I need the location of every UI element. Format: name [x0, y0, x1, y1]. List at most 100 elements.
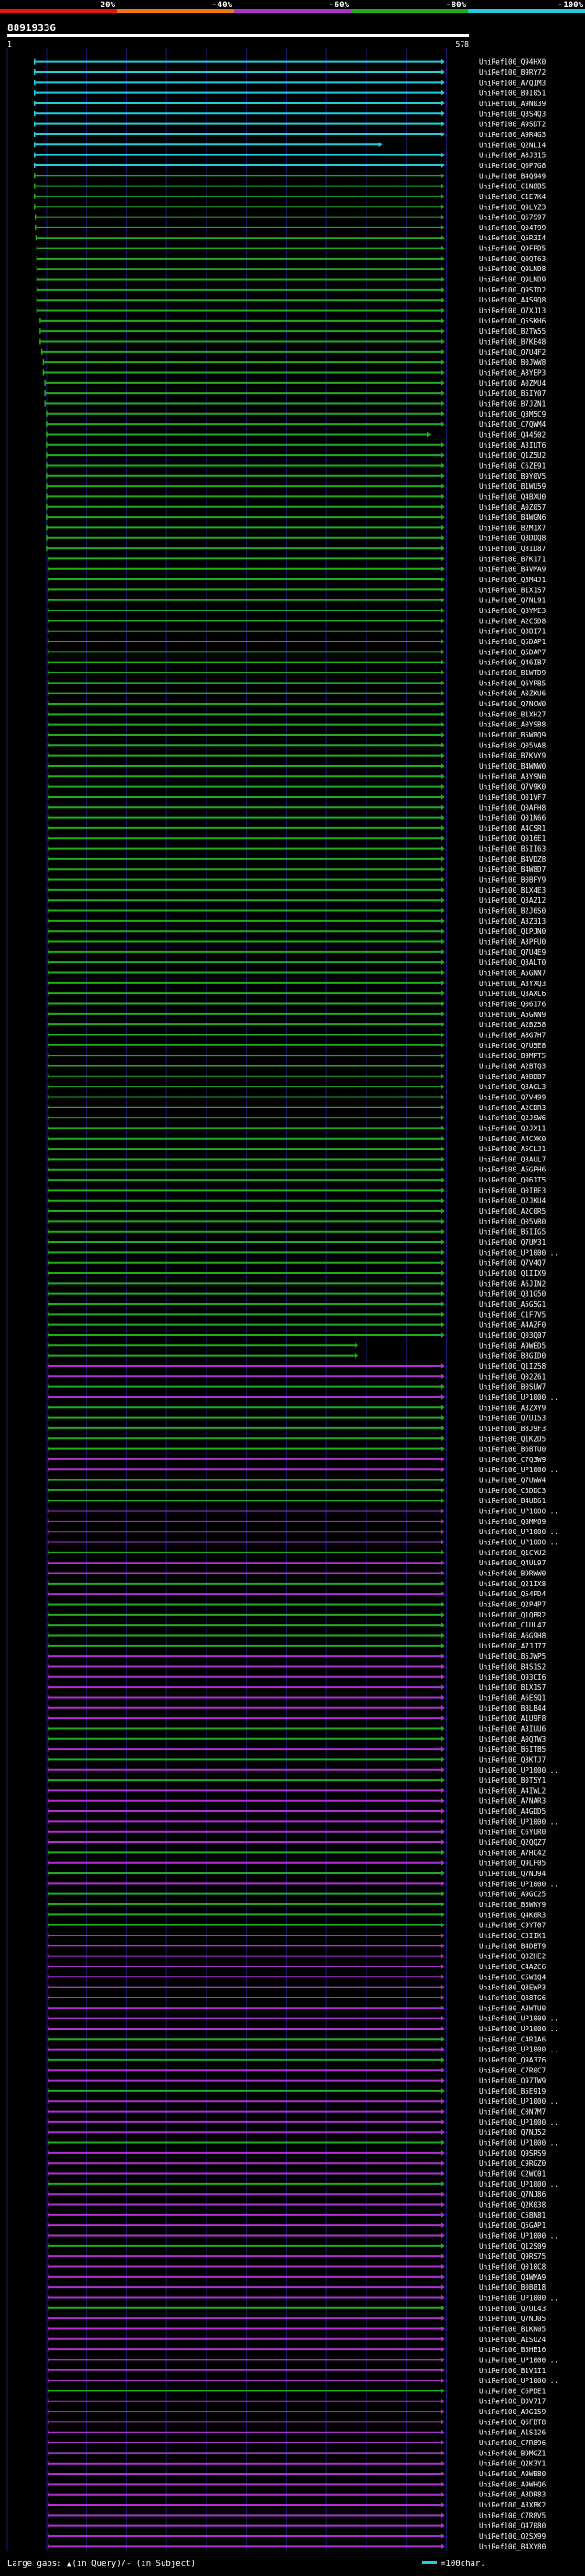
hit-label[interactable]: UniRef100_UP1000...	[479, 2097, 558, 2105]
hit-label[interactable]: UniRef100_C1UL47	[479, 1621, 546, 1629]
hit-label[interactable]: UniRef100_C4R1A6	[479, 2035, 547, 2043]
hit-label[interactable]: UniRef100_B0BFY9	[479, 876, 547, 885]
hit-label[interactable]: UniRef100_A2C0R5	[479, 1207, 546, 1215]
hit-label[interactable]: UniRef100_Q2JX11	[479, 1124, 547, 1132]
hit-label[interactable]: UniRef100_Q8ID87	[479, 545, 546, 553]
hit-label[interactable]: UniRef100_Q2SX99	[479, 2532, 547, 2540]
hit-label[interactable]: UniRef100_A5GPH6	[479, 1166, 547, 1174]
hit-label[interactable]: UniRef100_Q1KZD5	[479, 1435, 546, 1443]
hit-label[interactable]: UniRef100_Q5R3I4	[479, 234, 547, 242]
hit-label[interactable]: UniRef100_C6PDE1	[479, 2387, 547, 2395]
hit-label[interactable]: UniRef100_B7KVY9	[479, 752, 547, 760]
hit-label[interactable]: UniRef100_C9YT07	[479, 1922, 546, 1930]
hit-label[interactable]: UniRef100_B2TW55	[479, 327, 546, 335]
hit-label[interactable]: UniRef100_A3YXQ3	[479, 980, 546, 988]
hit-label[interactable]: UniRef100_Q06176	[479, 1000, 547, 1008]
hit-label[interactable]: UniRef100_UP1000...	[479, 2232, 558, 2241]
hit-label[interactable]: UniRef100_A3Z313	[479, 917, 546, 926]
hit-label[interactable]: UniRef100_B5WNY9	[479, 1901, 547, 1909]
hit-label[interactable]: UniRef100_Q6FBT8	[479, 2418, 547, 2426]
hit-label[interactable]: UniRef100_Q7U4F2	[479, 348, 546, 356]
hit-label[interactable]: UniRef100_Q8DDQ8	[479, 535, 547, 543]
hit-label[interactable]: UniRef100_Q1CYU2	[479, 1549, 546, 1557]
hit-label[interactable]: UniRef100_C6ZE91	[479, 461, 547, 470]
hit-label[interactable]: UniRef100_C5W1Q4	[479, 1973, 547, 1981]
hit-label[interactable]: UniRef100_Q6YPB5	[479, 679, 546, 687]
hit-label[interactable]: UniRef100_B1X1S7	[479, 1683, 546, 1691]
hit-label[interactable]: UniRef100_A7QIM3	[479, 79, 546, 87]
hit-label[interactable]: UniRef100_C3IIK1	[479, 1932, 547, 1940]
hit-label[interactable]: UniRef100_A4CXK0	[479, 1135, 547, 1143]
hit-label[interactable]: UniRef100_A0ZMU4	[479, 379, 547, 387]
hit-label[interactable]: UniRef100_A8G7H7	[479, 1031, 546, 1039]
hit-label[interactable]: UniRef100_A1S126	[479, 2429, 547, 2437]
hit-label[interactable]: UniRef100_Q2K038	[479, 2201, 547, 2210]
hit-label[interactable]: UniRef100_A1U9F8	[479, 1714, 547, 1723]
hit-label[interactable]: UniRef100_Q016E1	[479, 834, 547, 843]
hit-label[interactable]: UniRef100_UP1000...	[479, 2139, 558, 2147]
hit-label[interactable]: UniRef100_C9RGZ0	[479, 2159, 547, 2168]
hit-label[interactable]: UniRef100_A2BZ58	[479, 1021, 547, 1029]
hit-label[interactable]: UniRef100_A3XBK2	[479, 2501, 546, 2509]
hit-label[interactable]: UniRef100_UP1000...	[479, 1528, 558, 1536]
hit-label[interactable]: UniRef100_A9R4G3	[479, 131, 546, 139]
hit-label[interactable]: UniRef100_A5GNN9	[479, 1011, 547, 1019]
hit-label[interactable]: UniRef100_Q1IIX9	[479, 1269, 547, 1277]
hit-label[interactable]: UniRef100_A8YEP3	[479, 368, 546, 376]
hit-label[interactable]: UniRef100_Q31G50	[479, 1290, 547, 1299]
hit-label[interactable]: UniRef100_Q21IX8	[479, 1580, 547, 1588]
hit-label[interactable]: UniRef100_Q7V499	[479, 1093, 547, 1101]
hit-label[interactable]: UniRef100_Q2QQZ7	[479, 1839, 546, 1847]
hit-label[interactable]: UniRef100_C7R8V5	[479, 2511, 546, 2519]
hit-label[interactable]: UniRef100_A0QTW3	[479, 1735, 546, 1744]
hit-label[interactable]: UniRef100_Q3AUL7	[479, 1155, 546, 1163]
hit-label[interactable]: UniRef100_B5E919	[479, 2087, 547, 2095]
hit-label[interactable]: UniRef100_Q04T99	[479, 224, 547, 232]
hit-label[interactable]: UniRef100_A3YSN0	[479, 772, 547, 780]
hit-label[interactable]: UniRef100_B9MPT5	[479, 1052, 546, 1060]
hit-label[interactable]: UniRef100_Q4K6R3	[479, 1911, 546, 1919]
hit-label[interactable]: UniRef100_B7KE48	[479, 338, 547, 346]
hit-label[interactable]: UniRef100_B1X4E3	[479, 886, 546, 895]
hit-label[interactable]: UniRef100_Q7UI53	[479, 1415, 546, 1423]
hit-label[interactable]: UniRef100_B4UD61	[479, 1497, 547, 1505]
hit-label[interactable]: UniRef100_A7NAR3	[479, 1797, 546, 1806]
hit-label[interactable]: UniRef100_A9BDB7	[479, 1073, 546, 1081]
hit-label[interactable]: UniRef100_B7K171	[479, 555, 547, 563]
hit-label[interactable]: UniRef100_B4WGN6	[479, 514, 547, 522]
hit-label[interactable]: UniRef100_C0N7M7	[479, 2108, 546, 2116]
hit-label[interactable]: UniRef100_Q05VA8	[479, 741, 547, 749]
hit-label[interactable]: UniRef100_C1F7V5	[479, 1310, 546, 1319]
hit-label[interactable]: UniRef100_Q8YME3	[479, 607, 546, 615]
hit-label[interactable]: UniRef100_B9MGZ1	[479, 2449, 547, 2457]
hit-label[interactable]: UniRef100_Q05VB0	[479, 1217, 547, 1225]
hit-label[interactable]: UniRef100_Q5DAP7	[479, 648, 546, 656]
hit-label[interactable]: UniRef100_B9I051	[479, 90, 547, 98]
hit-label[interactable]: UniRef100_UP1000...	[479, 2356, 558, 2364]
hit-label[interactable]: UniRef100_UP1000...	[479, 1508, 558, 1516]
hit-label[interactable]: UniRef100_Q7NJ05	[479, 2315, 546, 2323]
hit-label[interactable]: UniRef100_Q1QBR2	[479, 1611, 546, 1619]
hit-label[interactable]: UniRef100_Q5DAP1	[479, 638, 547, 646]
hit-label[interactable]: UniRef100_B8J9F3	[479, 1425, 546, 1433]
hit-label[interactable]: UniRef100_Q0QT63	[479, 255, 546, 263]
hit-label[interactable]: UniRef100_Q3AXL6	[479, 990, 547, 998]
hit-label[interactable]: UniRef100_UP1000...	[479, 2377, 558, 2385]
hit-label[interactable]: UniRef100_Q9LND9	[479, 276, 547, 284]
hit-label[interactable]: UniRef100_B4W8D7	[479, 865, 546, 874]
hit-label[interactable]: UniRef100_B5JWP5	[479, 1652, 546, 1660]
hit-label[interactable]: UniRef100_B5HB16	[479, 2346, 547, 2354]
hit-label[interactable]: UniRef100_Q7UM31	[479, 1238, 547, 1246]
hit-label[interactable]: UniRef100_C7QWM4	[479, 420, 547, 429]
hit-label[interactable]: UniRef100_B4VDZ8	[479, 855, 547, 864]
hit-label[interactable]: UniRef100_Q8ZHE2	[479, 1953, 546, 1961]
hit-label[interactable]: UniRef100_Q2JSW6	[479, 1114, 547, 1122]
hit-label[interactable]: UniRef100_A0YSB8	[479, 721, 547, 729]
hit-label[interactable]: UniRef100_A9GC25	[479, 1891, 546, 1899]
hit-label[interactable]: UniRef100_B8LB44	[479, 1704, 547, 1712]
hit-label[interactable]: UniRef100_Q9LND8	[479, 265, 547, 273]
hit-label[interactable]: UniRef100_UP1000...	[479, 1394, 558, 1402]
hit-label[interactable]: UniRef100_UP1000...	[479, 2180, 558, 2189]
hit-label[interactable]: UniRef100_Q46IB7	[479, 659, 546, 667]
hit-label[interactable]: UniRef100_B4VMA9	[479, 566, 547, 574]
